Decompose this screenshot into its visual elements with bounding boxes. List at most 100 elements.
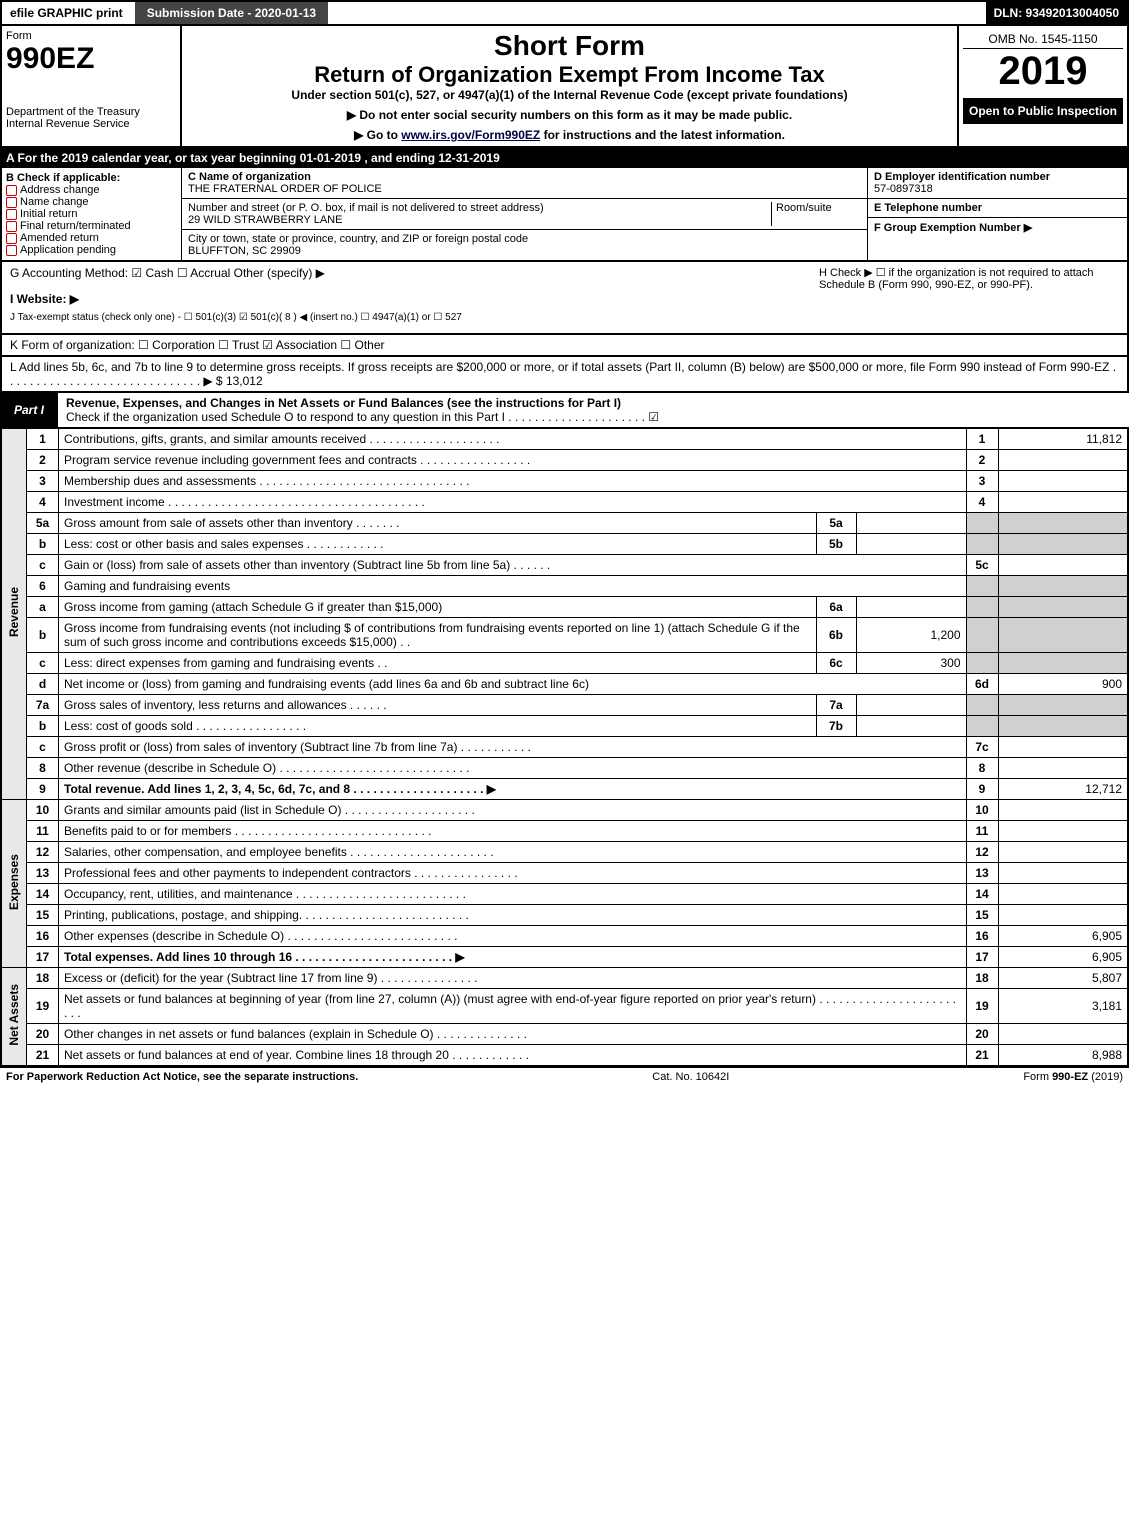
- line-5c-text: Gain or (loss) from sale of assets other…: [59, 555, 967, 576]
- line-18-amt: 5,807: [998, 968, 1128, 989]
- line-3-amt: [998, 471, 1128, 492]
- chk-pending[interactable]: Application pending: [6, 244, 177, 256]
- room-suite-label: Room/suite: [771, 202, 861, 226]
- box-e-label: E Telephone number: [874, 202, 982, 214]
- paperwork-notice: For Paperwork Reduction Act Notice, see …: [6, 1071, 358, 1083]
- info-grid: B Check if applicable: Address change Na…: [0, 168, 1129, 262]
- line-6-text: Gaming and fundraising events: [59, 576, 967, 597]
- line-12-amt: [998, 842, 1128, 863]
- line-17-amt: 6,905: [998, 947, 1128, 968]
- dept-irs: Internal Revenue Service: [6, 118, 176, 130]
- line-5a-text: Gross amount from sale of assets other t…: [59, 513, 817, 534]
- line-l: L Add lines 5b, 6c, and 7b to line 9 to …: [0, 357, 1129, 393]
- line-12-text: Salaries, other compensation, and employ…: [59, 842, 967, 863]
- line-18-text: Excess or (deficit) for the year (Subtra…: [59, 968, 967, 989]
- box-c-label: C Name of organization: [188, 171, 311, 183]
- line-21-text: Net assets or fund balances at end of ye…: [59, 1045, 967, 1067]
- line-7c-text: Gross profit or (loss) from sales of inv…: [59, 737, 967, 758]
- part-1-table: Revenue 1Contributions, gifts, grants, a…: [0, 427, 1129, 1067]
- line-19-text: Net assets or fund balances at beginning…: [59, 989, 967, 1024]
- cat-no: Cat. No. 10642I: [358, 1071, 1023, 1083]
- chk-amended[interactable]: Amended return: [6, 232, 177, 244]
- line-6b-text: Gross income from fundraising events (no…: [59, 618, 817, 653]
- chk-initial[interactable]: Initial return: [6, 208, 177, 220]
- line-6a-amt: [856, 597, 966, 618]
- instructions-link[interactable]: www.irs.gov/Form990EZ: [401, 128, 540, 142]
- chk-name[interactable]: Name change: [6, 196, 177, 208]
- line-7a-text: Gross sales of inventory, less returns a…: [59, 695, 817, 716]
- line-6b-amt: 1,200: [856, 618, 966, 653]
- city-state-zip: BLUFFTON, SC 29909: [188, 245, 301, 257]
- tax-period-line: A For the 2019 calendar year, or tax yea…: [0, 148, 1129, 168]
- ein-value: 57-0897318: [874, 183, 933, 195]
- line-19-amt: 3,181: [998, 989, 1128, 1024]
- line-14-text: Occupancy, rent, utilities, and maintena…: [59, 884, 967, 905]
- open-public-badge: Open to Public Inspection: [963, 98, 1123, 124]
- line-11-text: Benefits paid to or for members . . . . …: [59, 821, 967, 842]
- line-20-text: Other changes in net assets or fund bala…: [59, 1024, 967, 1045]
- sect-g-through-l: G Accounting Method: ☑ Cash ☐ Accrual Ot…: [0, 262, 1129, 335]
- line-20-amt: [998, 1024, 1128, 1045]
- line-5b-text: Less: cost or other basis and sales expe…: [59, 534, 817, 555]
- line-8-amt: [998, 758, 1128, 779]
- expenses-vlabel: Expenses: [1, 800, 27, 968]
- line-21-amt: 8,988: [998, 1045, 1128, 1067]
- part-1-label: Part I: [0, 400, 58, 420]
- line-10-amt: [998, 800, 1128, 821]
- line-7b-text: Less: cost of goods sold . . . . . . . .…: [59, 716, 817, 737]
- street-address: 29 WILD STRAWBERRY LANE: [188, 214, 342, 226]
- line-g: G Accounting Method: ☑ Cash ☐ Accrual Ot…: [10, 266, 819, 280]
- line-15-amt: [998, 905, 1128, 926]
- goto-line: ▶ Go to www.irs.gov/Form990EZ for instru…: [190, 128, 949, 142]
- goto-pre: ▶ Go to: [354, 128, 401, 142]
- form-header: Form 990EZ Department of the Treasury In…: [0, 26, 1129, 148]
- under-section: Under section 501(c), 527, or 4947(a)(1)…: [190, 88, 949, 102]
- line-3-text: Membership dues and assessments . . . . …: [59, 471, 967, 492]
- line-16-text: Other expenses (describe in Schedule O) …: [59, 926, 967, 947]
- line-7c-amt: [998, 737, 1128, 758]
- part-1-title: Revenue, Expenses, and Changes in Net As…: [58, 393, 1129, 427]
- part-1-header: Part I Revenue, Expenses, and Changes in…: [0, 393, 1129, 427]
- goto-post: for instructions and the latest informat…: [540, 128, 785, 142]
- line-6d-amt: 900: [998, 674, 1128, 695]
- short-form-title: Short Form: [190, 30, 949, 62]
- form-word: Form: [6, 30, 176, 42]
- tax-year: 2019: [963, 49, 1123, 94]
- line-5a-amt: [856, 513, 966, 534]
- line-15-text: Printing, publications, postage, and shi…: [59, 905, 967, 926]
- form-ref: Form 990-EZ (2019): [1023, 1071, 1123, 1083]
- line-5c-amt: [998, 555, 1128, 576]
- line-9-amt: 12,712: [998, 779, 1128, 800]
- omb-number: OMB No. 1545-1150: [963, 30, 1123, 49]
- line-6d-text: Net income or (loss) from gaming and fun…: [59, 674, 967, 695]
- box-de: D Employer identification number 57-0897…: [867, 168, 1127, 260]
- netassets-vlabel: Net Assets: [1, 968, 27, 1067]
- line-i: I Website: ▶: [10, 292, 819, 306]
- line-13-amt: [998, 863, 1128, 884]
- submission-date: Submission Date - 2020-01-13: [135, 2, 328, 24]
- line-1-amt: 11,812: [998, 428, 1128, 450]
- line-14-amt: [998, 884, 1128, 905]
- line-11-amt: [998, 821, 1128, 842]
- line-13-text: Professional fees and other payments to …: [59, 863, 967, 884]
- line-10-text: Grants and similar amounts paid (list in…: [59, 800, 967, 821]
- dept-treasury: Department of the Treasury: [6, 106, 176, 118]
- line-9-text: Total revenue. Add lines 1, 2, 3, 4, 5c,…: [59, 779, 967, 800]
- line-8-text: Other revenue (describe in Schedule O) .…: [59, 758, 967, 779]
- line-4-amt: [998, 492, 1128, 513]
- line-7a-amt: [856, 695, 966, 716]
- revenue-vlabel: Revenue: [1, 428, 27, 800]
- box-f-label: F Group Exemption Number ▶: [874, 222, 1032, 234]
- box-b: B Check if applicable: Address change Na…: [2, 168, 182, 260]
- line-2-text: Program service revenue including govern…: [59, 450, 967, 471]
- efile-label[interactable]: efile GRAPHIC print: [2, 2, 131, 24]
- page-footer: For Paperwork Reduction Act Notice, see …: [0, 1067, 1129, 1086]
- box-d-label: D Employer identification number: [874, 171, 1050, 183]
- top-bar: efile GRAPHIC print Submission Date - 20…: [0, 0, 1129, 26]
- chk-final[interactable]: Final return/terminated: [6, 220, 177, 232]
- city-label: City or town, state or province, country…: [188, 233, 528, 245]
- line-5b-amt: [856, 534, 966, 555]
- box-c: C Name of organization THE FRATERNAL ORD…: [182, 168, 867, 260]
- chk-address[interactable]: Address change: [6, 184, 177, 196]
- line-17-text: Total expenses. Add lines 10 through 16 …: [59, 947, 967, 968]
